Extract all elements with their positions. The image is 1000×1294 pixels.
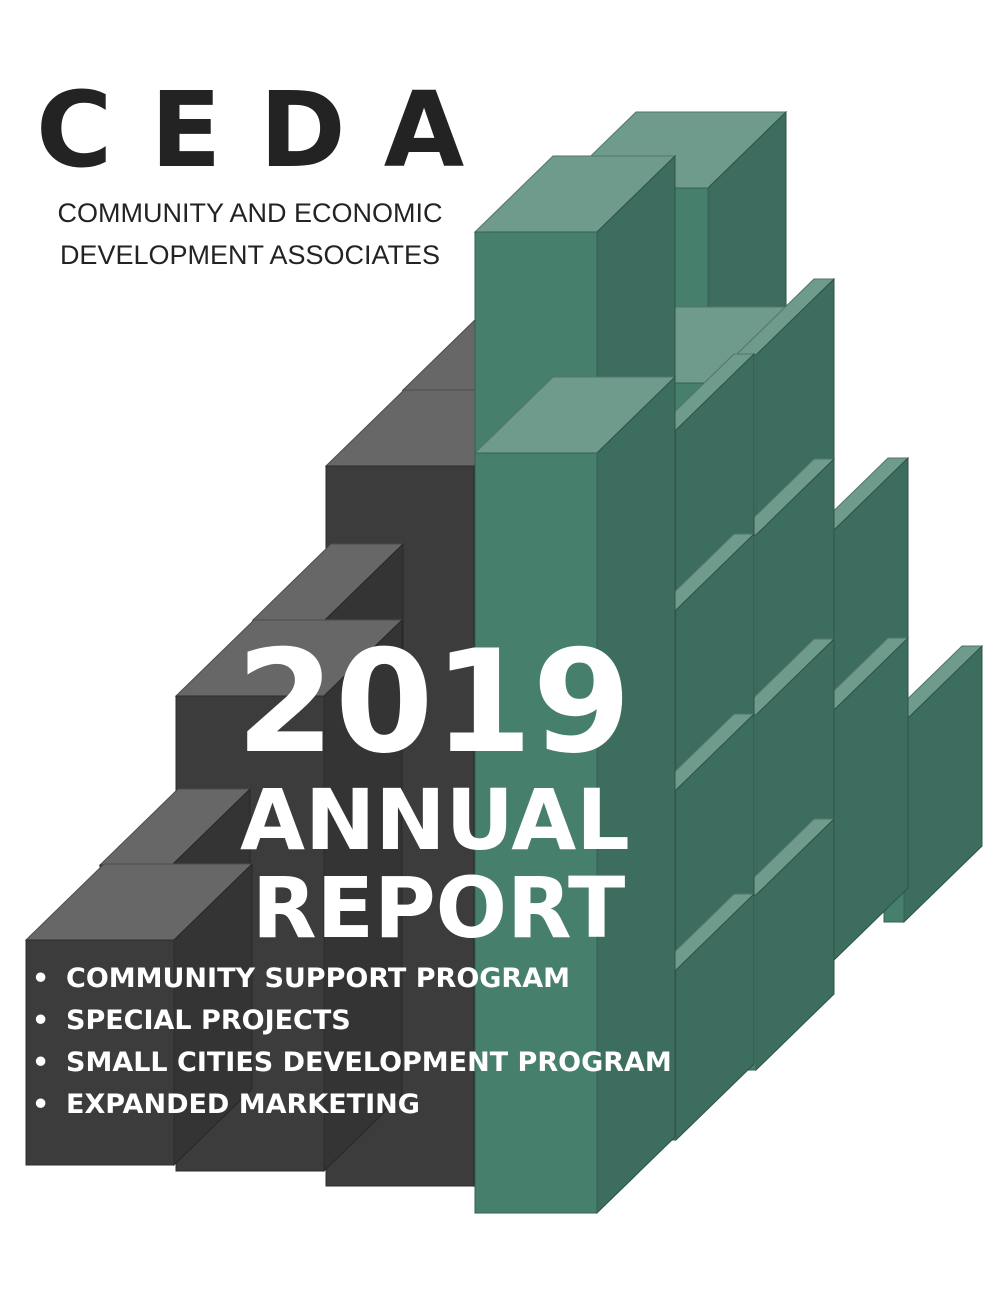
organization-name: COMMUNITY AND ECONOMIC DEVELOPMENT ASSOC… [40, 192, 460, 276]
organization-name-line-1: COMMUNITY AND ECONOMIC [57, 198, 443, 228]
program-list-item: • EXPANDED MARKETING [32, 1084, 672, 1126]
bullet-icon: • [32, 1047, 50, 1078]
program-list-item: • COMMUNITY SUPPORT PROGRAM [32, 958, 672, 1000]
program-label: SMALL CITIES DEVELOPMENT PROGRAM [66, 1047, 672, 1078]
program-label: COMMUNITY SUPPORT PROGRAM [66, 963, 570, 994]
program-list: • COMMUNITY SUPPORT PROGRAM • SPECIAL PROJ… [32, 958, 672, 1126]
program-label: EXPANDED MARKETING [66, 1089, 420, 1120]
report-year: 2019 [236, 620, 632, 785]
program-list-item: • SMALL CITIES DEVELOPMENT PROGRAM [32, 1042, 672, 1084]
program-label: SPECIAL PROJECTS [66, 1005, 351, 1036]
report-title-line-1: ANNUAL [240, 771, 630, 869]
bullet-icon: • [32, 963, 50, 994]
ceda-logo: CEDA [36, 69, 503, 191]
bullet-icon: • [32, 1089, 50, 1120]
dark-block [24, 862, 254, 1167]
green-block [473, 375, 677, 1215]
organization-name-line-2: DEVELOPMENT ASSOCIATES [59, 240, 441, 270]
bullet-icon: • [32, 1005, 50, 1036]
report-title-line-2: REPORT [252, 859, 626, 957]
program-list-item: • SPECIAL PROJECTS [32, 1000, 672, 1042]
